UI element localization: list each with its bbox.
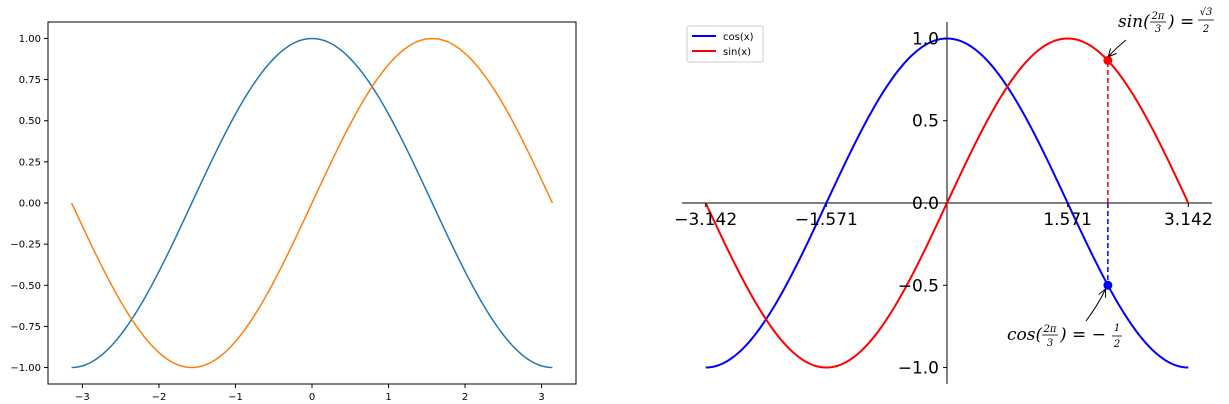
left-y-tick-label: 0.75 [19,75,41,86]
left-y-tick-label: 0.00 [19,199,41,210]
annotation-sin-arg-den: 3 [1155,24,1161,35]
annotation-cos: cos( 2π 3 ) = − 1 2 [1007,290,1122,350]
right-y-tick-label: 0.0 [912,194,939,214]
left-x-tick-label: −2 [152,392,167,403]
right-x-tick-label: 3.142 [1164,210,1213,230]
legend: cos(x) sin(x) [686,25,764,63]
left-x-tick-label: 0 [309,392,315,403]
left-chart: −3 −2 −1 0 1 2 3 −1.00 −0.75 −0.50 −0.25 0.00 0.25 0… [10,21,577,403]
left-y-tick-label: 1.00 [19,34,41,45]
left-x-tick-label: −1 [228,392,243,403]
left-series-sin [70,37,554,369]
marker-point-1 [1103,280,1113,290]
left-y-tick-label: −0.75 [10,322,41,333]
right-x-tick-label: 1.571 [1043,210,1092,230]
right-chart: −3.142 −1.571 1.571 3.142 −1.0 −0.5 0.0 0.5 1.0… [674,7,1214,384]
annotation-sin-arg-num: 2π [1151,11,1165,22]
right-x-ticks: −3.142 −1.571 1.571 3.142 [674,203,1213,230]
annotation-cos-den: 2 [1113,339,1120,350]
left-y-tick-label: 0.25 [19,157,41,168]
legend-label-sin: sin(x) [723,47,751,58]
left-y-tick-label: −0.50 [10,281,41,292]
annotation-cos-arrow [1085,290,1105,322]
annotation-cos-eq: = − [1072,325,1106,345]
left-series-group [70,37,554,369]
annotation-sin-den: 2 [1202,24,1209,35]
right-y-tick-label: −1.0 [898,359,939,379]
annotation-cos-text: cos( [1007,325,1042,345]
annotation-sin-text: sin( [1118,12,1150,32]
left-series-cos [71,37,553,369]
right-x-tick-label: −3.142 [674,210,737,230]
marker-point-0 [1103,56,1113,66]
left-y-tick-label: −0.25 [10,240,41,251]
annotation-cos-arg-den: 3 [1047,338,1053,349]
annotation-sin: sin( 2π 3 ) = √3 2 [1109,7,1214,56]
annotation-cos-num: 1 [1114,323,1120,334]
annotation-cos-func: cos [1007,325,1036,345]
annotation-sin-arrow [1109,39,1127,56]
annotation-sin-num: √3 [1200,7,1213,18]
left-x-tick-label: 2 [462,392,468,403]
right-y-ticks: −1.0 −0.5 0.0 0.5 1.0 [898,29,947,379]
right-y-tick-label: 0.5 [912,112,939,132]
right-x-tick-label: −1.571 [795,210,858,230]
right-y-tick-label: 1.0 [912,29,939,49]
annotation-cos-close: ) = − [1059,325,1106,345]
left-x-tick-label: 1 [385,392,391,403]
left-x-tick-label: 3 [538,392,544,403]
left-y-tick-label: −1.00 [10,363,41,374]
legend-label-cos: cos(x) [723,32,754,43]
left-x-ticks: −3 −2 −1 0 1 2 3 [75,384,545,403]
left-y-tick-label: 0.50 [19,116,41,127]
annotation-sin-eq: = [1180,12,1194,32]
right-markers [1103,56,1113,290]
left-x-tick-label: −3 [75,392,90,403]
right-y-tick-label: −0.5 [898,276,939,296]
annotation-sin-func: sin [1118,12,1143,32]
annotation-sin-close: ) = [1167,12,1194,32]
annotation-cos-arg-num: 2π [1043,324,1057,335]
left-y-ticks: −1.00 −0.75 −0.50 −0.25 0.00 0.25 0.50 0.75 1.00 [10,34,48,374]
